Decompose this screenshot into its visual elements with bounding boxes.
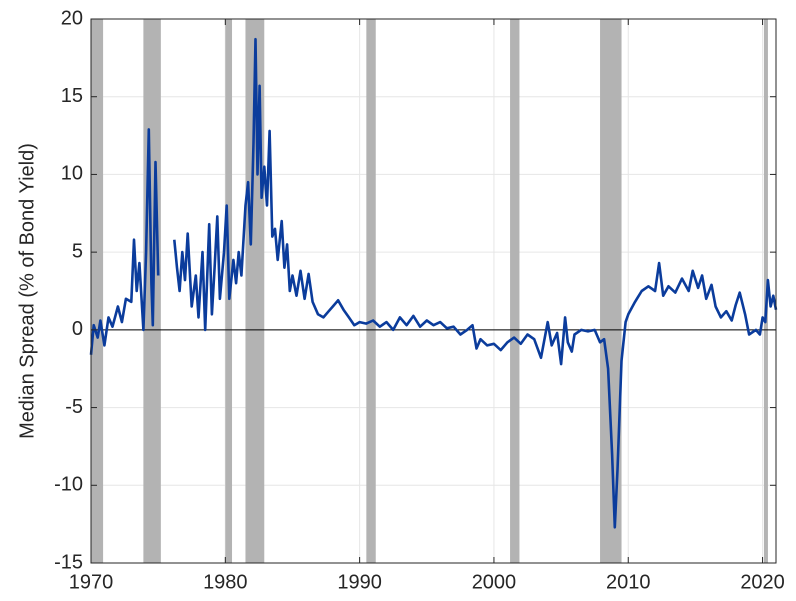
x-tick-label: 1970 — [69, 571, 114, 593]
plot-frame — [90, 18, 777, 564]
x-tick-label: 1990 — [337, 571, 382, 593]
recession-band — [600, 19, 622, 563]
data-line — [89, 37, 778, 529]
y-tick-label: -15 — [54, 551, 83, 573]
y-axis-label: Median Spread (% of Bond Yield) — [16, 143, 38, 439]
y-tick-label: 10 — [61, 163, 83, 185]
y-tick-label: 20 — [61, 7, 83, 29]
recession-band — [510, 19, 520, 563]
y-tick-label: 0 — [72, 318, 83, 340]
y-tick-label: 5 — [72, 240, 83, 262]
recession-band — [91, 19, 104, 563]
x-tick-label: 2020 — [740, 571, 785, 593]
recession-band — [366, 19, 376, 563]
y-tick-label: -10 — [54, 474, 83, 496]
x-tick-label: 2010 — [606, 571, 651, 593]
y-tick-label: 15 — [61, 85, 83, 107]
x-tick-label: 1980 — [203, 571, 248, 593]
y-tick-label: -5 — [65, 396, 83, 418]
x-tick-label: 2000 — [472, 571, 517, 593]
